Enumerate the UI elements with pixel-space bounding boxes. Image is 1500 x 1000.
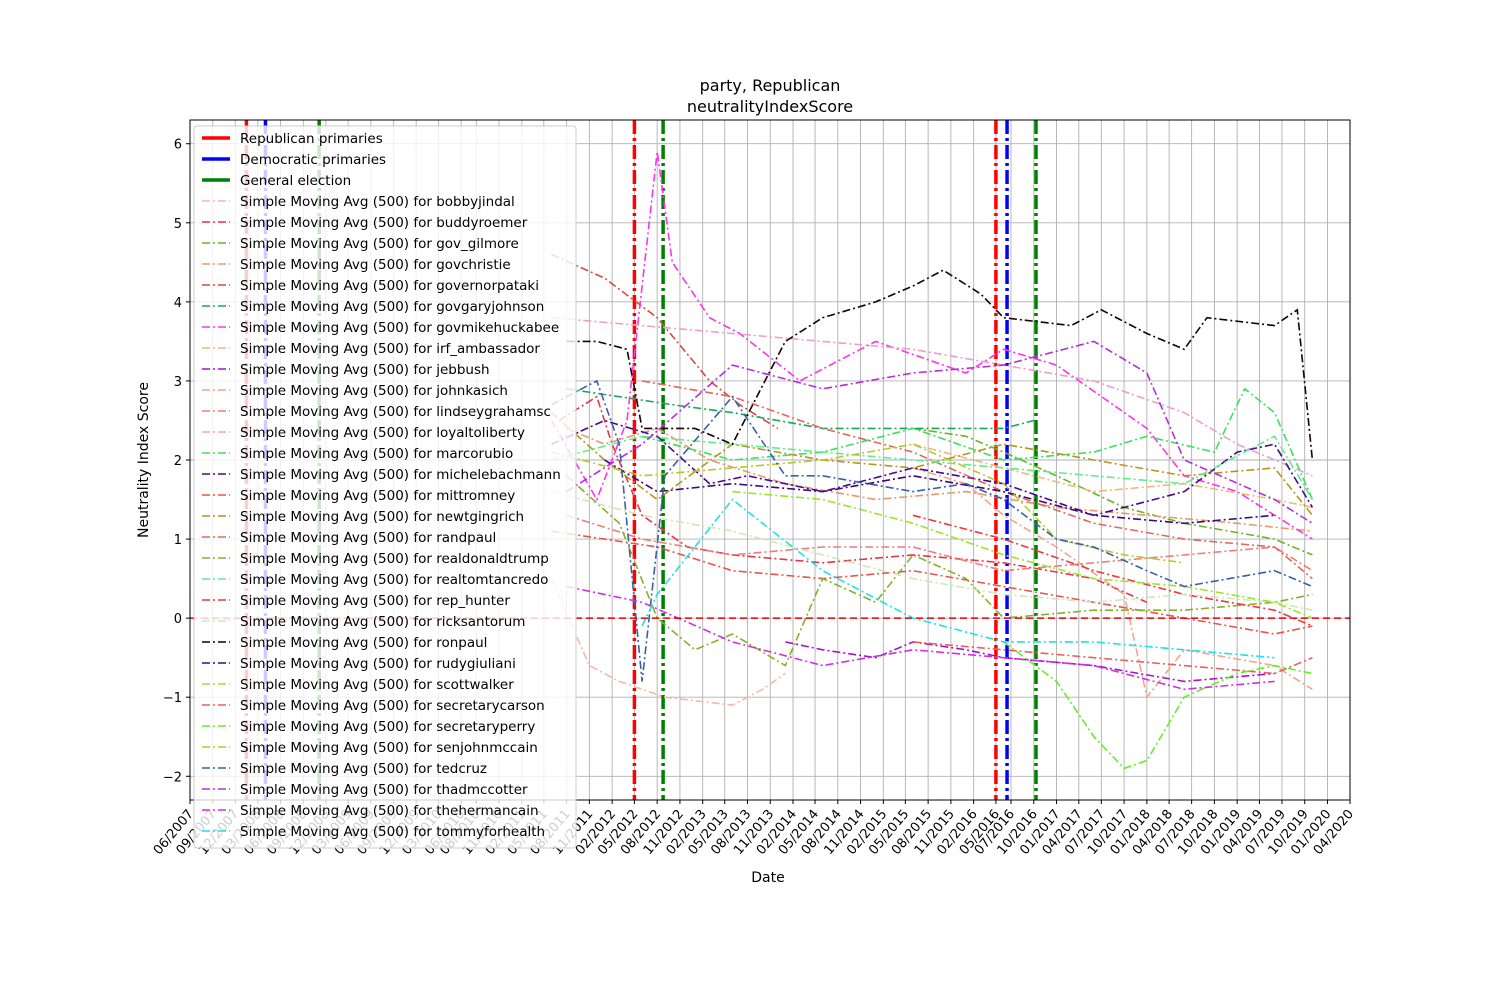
series-line <box>566 585 1275 691</box>
legend-label: Simple Moving Avg (500) for randpaul <box>240 530 496 546</box>
series-line <box>550 412 1314 516</box>
legend-label: Simple Moving Avg (500) for thehermancai… <box>240 803 539 819</box>
legend-box <box>193 125 577 849</box>
legend: Republican primaries Democratic primaries… <box>193 125 577 849</box>
series-line <box>912 641 1313 675</box>
legend-label: Simple Moving Avg (500) for rudygiuliani <box>240 656 516 672</box>
legend-label: Simple Moving Avg (500) for gov_gilmore <box>240 236 519 252</box>
series-line <box>550 151 1313 540</box>
series-line <box>566 427 1313 532</box>
y-tick-label: 3 <box>174 375 182 390</box>
series-line <box>604 459 1275 525</box>
legend-label: Simple Moving Avg (500) for michelebachm… <box>240 467 561 483</box>
legend-label: Republican primaries <box>240 131 383 147</box>
y-tick-label: 2 <box>174 454 182 469</box>
legend-label: Simple Moving Avg (500) for govchristie <box>240 257 511 273</box>
legend-label: Simple Moving Avg (500) for rep_hunter <box>240 593 510 609</box>
y-tick-label: 6 <box>174 138 182 153</box>
series-line <box>1003 641 1313 770</box>
series-lines <box>550 151 1314 770</box>
series-line <box>912 467 1313 700</box>
series-line <box>558 395 1148 604</box>
series-line <box>550 578 786 706</box>
legend-label: Simple Moving Avg (500) for lindseygraha… <box>240 404 551 420</box>
y-axis-label: Neutrality Index Score <box>136 382 152 538</box>
chart-title-line-1: party, Republican <box>700 76 841 95</box>
legend-label: Simple Moving Avg (500) for thadmccotter <box>240 782 528 798</box>
series-line <box>912 443 1313 509</box>
y-tick-label: −2 <box>163 770 182 785</box>
series-line <box>566 475 1313 667</box>
series-line <box>732 490 1313 619</box>
series-line <box>566 388 1035 430</box>
y-tick-label: 1 <box>174 533 182 548</box>
legend-label: Simple Moving Avg (500) for irf_ambassad… <box>240 341 540 357</box>
legend-label: Simple Moving Avg (500) for tedcruz <box>240 761 487 777</box>
y-tick-label: 5 <box>174 217 182 232</box>
legend-label: Simple Moving Avg (500) for ronpaul <box>240 635 487 651</box>
series-line <box>566 514 1313 572</box>
legend-label: Simple Moving Avg (500) for ricksantorum <box>240 614 525 630</box>
y-tick-label: 0 <box>174 612 182 627</box>
series-line <box>551 530 1313 635</box>
series-line <box>551 253 779 430</box>
legend-label: Simple Moving Avg (500) for secretarycar… <box>240 698 545 714</box>
series-line <box>551 379 1313 682</box>
legend-label: Simple Moving Avg (500) for loyaltoliber… <box>240 425 525 441</box>
legend-label: Democratic primaries <box>240 152 386 168</box>
series-line <box>551 490 1313 611</box>
legend-label: Simple Moving Avg (500) for secretaryper… <box>240 719 535 735</box>
series-line <box>551 316 1313 477</box>
legend-label: Simple Moving Avg (500) for johnkasich <box>240 383 508 399</box>
legend-label: Simple Moving Avg (500) for govmikehucka… <box>240 320 559 336</box>
series-line <box>912 427 1313 556</box>
series-line <box>566 269 1314 461</box>
legend-label: Simple Moving Avg (500) for realtomtancr… <box>240 572 548 588</box>
chart-title-line-2: neutralityIndexScore <box>687 97 853 116</box>
legend-label: Simple Moving Avg (500) for bobbyjindal <box>240 194 515 210</box>
legend-label: Simple Moving Avg (500) for scottwalker <box>240 677 514 693</box>
legend-label: Simple Moving Avg (500) for realdonaldtr… <box>240 551 549 567</box>
series-line <box>551 419 1314 517</box>
legend-label: General election <box>240 173 351 189</box>
legend-label: Simple Moving Avg (500) for governorpata… <box>240 278 539 294</box>
legend-label: Simple Moving Avg (500) for mittromney <box>240 488 515 504</box>
legend-label: Simple Moving Avg (500) for newtgingrich <box>240 509 524 525</box>
legend-label: Simple Moving Avg (500) for tommyforheal… <box>240 824 545 840</box>
series-line <box>551 443 1185 564</box>
y-tick-label: −1 <box>163 691 182 706</box>
legend-label: Simple Moving Avg (500) for buddyroemer <box>240 215 528 231</box>
y-axis-ticks: −2 −1 0 1 2 3 4 5 6 <box>163 138 190 785</box>
legend-label: Simple Moving Avg (500) for senjohnmccai… <box>240 740 538 756</box>
legend-label: Simple Moving Avg (500) for marcorubio <box>240 446 513 462</box>
legend-label: Simple Moving Avg (500) for govgaryjohns… <box>240 299 544 315</box>
x-axis-label: Date <box>751 870 784 886</box>
y-tick-label: 4 <box>174 296 182 311</box>
series-line <box>566 340 1313 524</box>
series-line <box>641 498 1275 659</box>
legend-label: Simple Moving Avg (500) for jebbush <box>240 362 490 378</box>
